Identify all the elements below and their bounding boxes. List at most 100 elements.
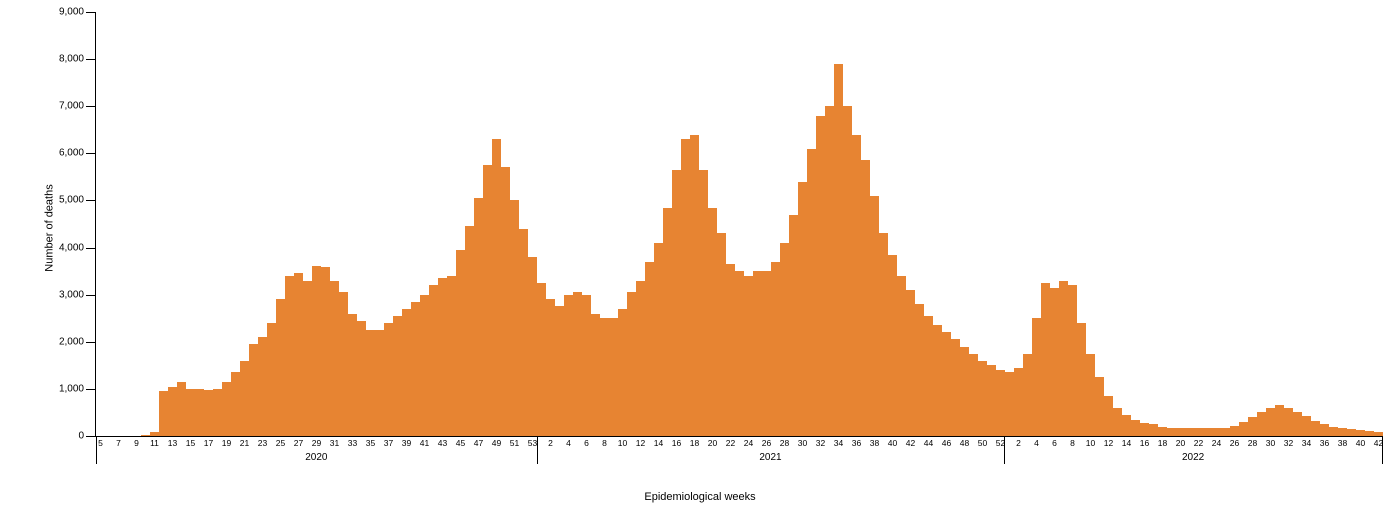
x-tick-label: 48 — [960, 438, 969, 448]
bar — [654, 243, 663, 436]
bar — [1005, 372, 1014, 436]
x-tick-label: 20 — [1176, 438, 1185, 448]
bar — [177, 382, 186, 436]
x-tick-cell: 18 — [690, 436, 699, 450]
x-tick-label: 34 — [834, 438, 843, 448]
bar — [321, 267, 330, 436]
x-tick-label: 46 — [942, 438, 951, 448]
x-tick-label: 10 — [618, 438, 627, 448]
x-tick-label: 42 — [906, 438, 915, 448]
x-tick-label: 39 — [402, 438, 411, 448]
y-tick-label: 3,000 — [59, 289, 96, 300]
x-tick-cell — [987, 436, 996, 450]
x-tick-cell: 10 — [1086, 436, 1095, 450]
x-tick-cell: 40 — [888, 436, 897, 450]
y-tick-label: 9,000 — [59, 7, 96, 18]
x-tick-cell — [411, 436, 420, 450]
x-tick-cell: 2 — [1014, 436, 1023, 450]
y-tick-label: 1,000 — [59, 383, 96, 394]
x-tick-cell — [1239, 436, 1248, 450]
x-tick-cell — [681, 436, 690, 450]
x-tick-cell — [609, 436, 618, 450]
bar — [969, 354, 978, 436]
x-tick-cell: 26 — [762, 436, 771, 450]
bar — [636, 281, 645, 436]
x-tick-label: 14 — [1122, 438, 1131, 448]
x-tick-cell: 24 — [744, 436, 753, 450]
x-tick-cell — [123, 436, 132, 450]
x-tick-label: 26 — [1230, 438, 1239, 448]
y-tick-label: 2,000 — [59, 336, 96, 347]
x-tick-cell — [1293, 436, 1302, 450]
bar — [1266, 408, 1275, 436]
bar — [1284, 408, 1293, 436]
bar — [1149, 424, 1158, 436]
x-tick-label: 20 — [708, 438, 717, 448]
x-tick-label: 35 — [366, 438, 375, 448]
x-tick-cell: 26 — [1230, 436, 1239, 450]
x-tick-cell: 20 — [1176, 436, 1185, 450]
x-tick-cell — [393, 436, 402, 450]
x-tick-cell — [1257, 436, 1266, 450]
x-tick-cell — [645, 436, 654, 450]
y-tick-label: 7,000 — [59, 101, 96, 112]
x-tick-label: 7 — [116, 438, 121, 448]
bar — [285, 276, 294, 436]
bar — [537, 283, 546, 436]
x-tick-cell: 36 — [852, 436, 861, 450]
bar — [573, 292, 582, 436]
bar — [312, 266, 321, 436]
x-tick-label: 18 — [1158, 438, 1167, 448]
x-tick-cell — [1275, 436, 1284, 450]
x-tick-label: 9 — [134, 438, 139, 448]
x-tick-label: 38 — [1338, 438, 1347, 448]
x-tick-cell: 36 — [1320, 436, 1329, 450]
x-tick-cell — [339, 436, 348, 450]
bar — [276, 299, 285, 436]
x-tick-cell — [321, 436, 330, 450]
bar — [924, 316, 933, 436]
x-tick-cell: 46 — [942, 436, 951, 450]
bar — [1158, 427, 1167, 436]
x-tick-cell — [1041, 436, 1050, 450]
x-tick-cell — [753, 436, 762, 450]
bar — [591, 314, 600, 436]
x-tick-label: 30 — [1266, 438, 1275, 448]
x-tick-cell — [1095, 436, 1104, 450]
bar — [1302, 416, 1311, 436]
x-tick-cell — [285, 436, 294, 450]
bar — [168, 387, 177, 436]
x-tick-label: 11 — [150, 438, 159, 448]
x-tick-cell: 2 — [546, 436, 555, 450]
x-tick-row: 5791113151719212325272931333537394143454… — [96, 436, 1382, 450]
bar — [861, 160, 870, 436]
x-tick-cell: 42 — [906, 436, 915, 450]
x-tick-label: 22 — [726, 438, 735, 448]
x-tick-cell — [447, 436, 456, 450]
bar — [474, 198, 483, 436]
x-tick-cell: 38 — [870, 436, 879, 450]
x-tick-label: 12 — [636, 438, 645, 448]
x-tick-label: 2 — [548, 438, 553, 448]
x-tick-cell — [591, 436, 600, 450]
bar — [1140, 423, 1149, 436]
x-tick-cell — [1149, 436, 1158, 450]
bar — [1311, 421, 1320, 436]
bar — [519, 229, 528, 436]
bar — [420, 295, 429, 436]
x-tick-cell — [159, 436, 168, 450]
bar — [726, 264, 735, 436]
bar — [780, 243, 789, 436]
bar — [1329, 427, 1338, 436]
x-tick-label: 30 — [798, 438, 807, 448]
x-tick-cell: 40 — [1356, 436, 1365, 450]
year-divider — [1382, 436, 1383, 464]
x-tick-label: 18 — [690, 438, 699, 448]
x-tick-cell: 10 — [618, 436, 627, 450]
bar — [978, 361, 987, 436]
x-tick-cell — [105, 436, 114, 450]
bar — [1095, 377, 1104, 436]
bar — [456, 250, 465, 436]
x-tick-cell: 24 — [1212, 436, 1221, 450]
bar — [708, 208, 717, 436]
